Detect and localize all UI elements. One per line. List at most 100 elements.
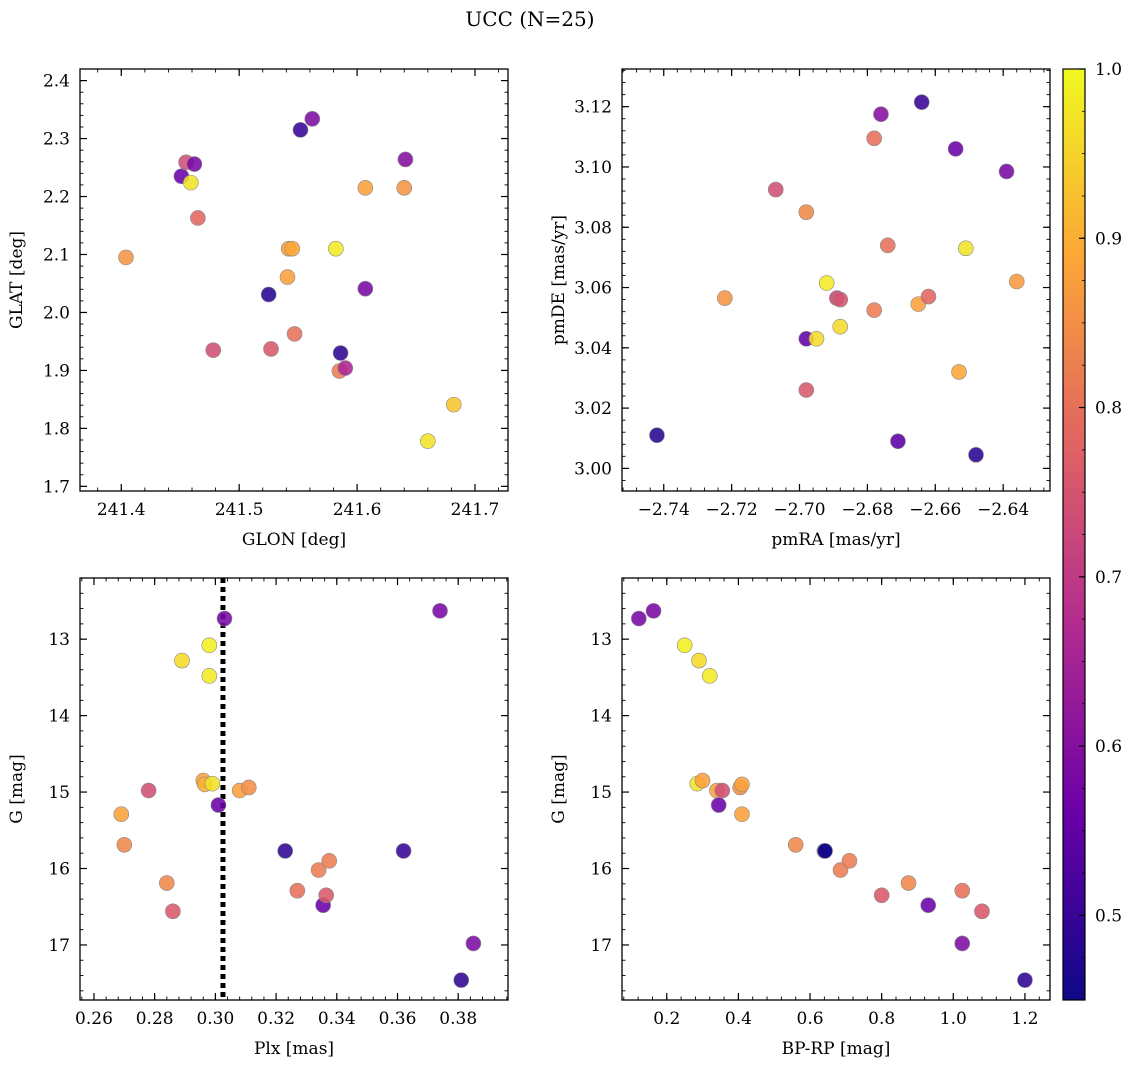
data-point bbox=[420, 433, 436, 449]
data-point bbox=[691, 652, 707, 669]
axes-frame bbox=[79, 68, 509, 492]
y-tick-label: 3.08 bbox=[574, 218, 612, 238]
data-point bbox=[954, 935, 971, 952]
y-tick-label: 15 bbox=[48, 783, 70, 803]
data-point bbox=[968, 447, 984, 463]
x-tick-label: −2.64 bbox=[977, 500, 1029, 520]
data-point bbox=[676, 637, 693, 654]
data-point bbox=[118, 249, 134, 266]
data-point bbox=[734, 776, 750, 793]
x-tick-label: 0.34 bbox=[318, 1009, 356, 1029]
data-point bbox=[947, 141, 964, 157]
data-point bbox=[174, 652, 190, 669]
data-point bbox=[913, 94, 930, 110]
y-tick-label: 14 bbox=[48, 707, 70, 727]
y-axis-label: G [mag] bbox=[7, 754, 27, 823]
data-point bbox=[332, 345, 349, 361]
x-tick-label: 1.2 bbox=[1011, 1009, 1038, 1029]
data-point bbox=[1017, 972, 1033, 988]
y-axis-label: pmDE [mas/yr] bbox=[549, 215, 569, 345]
y-tick-label: 17 bbox=[48, 936, 70, 956]
x-axis-label: Plx [mas] bbox=[254, 1039, 334, 1059]
y-tick-label: 13 bbox=[48, 630, 70, 650]
data-point bbox=[183, 174, 199, 191]
data-point bbox=[832, 318, 849, 335]
data-point bbox=[631, 610, 647, 627]
data-point bbox=[205, 342, 222, 358]
data-point bbox=[260, 286, 277, 303]
data-point bbox=[787, 837, 804, 853]
x-tick-label: 241.4 bbox=[97, 500, 146, 520]
data-point bbox=[201, 637, 218, 654]
colorbar-tick-label: 0.8 bbox=[1095, 399, 1122, 419]
data-point bbox=[165, 903, 181, 920]
data-point bbox=[453, 972, 470, 988]
data-point bbox=[328, 240, 344, 257]
x-tick-label: 0.38 bbox=[439, 1009, 477, 1029]
y-tick-label: 15 bbox=[590, 783, 612, 803]
data-point bbox=[337, 360, 354, 376]
data-point bbox=[304, 111, 321, 127]
colorbar-tick-label: 0.5 bbox=[1095, 906, 1122, 926]
data-point bbox=[395, 843, 412, 859]
data-point bbox=[186, 156, 203, 172]
y-tick-label: 13 bbox=[590, 630, 612, 650]
y-tick-label: 2.1 bbox=[43, 245, 70, 265]
colorbar-tick-label: 1.0 bbox=[1095, 60, 1122, 80]
data-point bbox=[841, 853, 858, 869]
data-point bbox=[710, 797, 727, 813]
x-axis-label: BP-RP [mag] bbox=[782, 1039, 891, 1059]
y-tick-label: 2.0 bbox=[43, 303, 70, 323]
data-point bbox=[289, 882, 306, 899]
y-axis-label: GLAT [deg] bbox=[7, 231, 27, 329]
y-tick-label: 3.12 bbox=[574, 98, 612, 118]
data-point bbox=[832, 291, 849, 308]
x-tick-label: 0.6 bbox=[797, 1009, 824, 1029]
axes-frame bbox=[621, 68, 1051, 492]
data-point bbox=[866, 130, 882, 147]
x-tick-label: 0.4 bbox=[725, 1009, 752, 1029]
x-tick-label: 241.5 bbox=[215, 500, 264, 520]
colorbar: 0.5 0.6 0.7 0.8 0.9 1.0 bbox=[1062, 60, 1122, 1001]
y-tick-label: 16 bbox=[590, 860, 612, 880]
x-tick-label: 0.26 bbox=[75, 1009, 113, 1029]
data-point bbox=[958, 240, 974, 257]
data-point bbox=[263, 341, 279, 357]
y-tick-label: 1.8 bbox=[43, 419, 70, 439]
x-tick-label: 241.7 bbox=[451, 500, 500, 520]
data-point bbox=[734, 806, 750, 823]
data-point bbox=[1008, 273, 1025, 290]
data-point bbox=[210, 797, 227, 813]
data-point bbox=[974, 903, 990, 920]
data-point bbox=[277, 843, 293, 859]
y-tick-label: 3.10 bbox=[574, 158, 612, 178]
y-tick-label: 17 bbox=[590, 936, 612, 956]
data-point bbox=[310, 862, 327, 878]
data-point bbox=[879, 237, 896, 254]
y-tick-label: 16 bbox=[48, 860, 70, 880]
data-point bbox=[998, 163, 1015, 180]
x-tick-label: 0.28 bbox=[136, 1009, 174, 1029]
data-point bbox=[397, 151, 414, 168]
data-point bbox=[159, 875, 175, 891]
data-point bbox=[767, 181, 784, 198]
data-point bbox=[920, 288, 937, 305]
data-point bbox=[357, 180, 374, 196]
data-point bbox=[318, 887, 334, 904]
panel-top-left: 241.4 241.5 241.6 241.7 1.7 1.8 1.9 2.0 2.1 2.2 2.… bbox=[7, 68, 509, 550]
x-tick-label: 0.30 bbox=[196, 1009, 234, 1029]
x-tick-label: 0.2 bbox=[653, 1009, 680, 1029]
y-tick-label: 3.06 bbox=[574, 279, 612, 299]
data-point bbox=[240, 779, 257, 796]
data-point bbox=[954, 882, 971, 899]
y-tick-label: 3.00 bbox=[574, 459, 612, 479]
data-point bbox=[286, 326, 303, 342]
y-axis-label: G [mag] bbox=[549, 754, 569, 823]
y-tick-label: 2.4 bbox=[43, 72, 70, 92]
data-point bbox=[201, 668, 218, 684]
data-point bbox=[284, 240, 301, 257]
data-point bbox=[465, 935, 482, 952]
x-tick-label: 0.8 bbox=[868, 1009, 895, 1029]
data-point bbox=[140, 782, 157, 799]
